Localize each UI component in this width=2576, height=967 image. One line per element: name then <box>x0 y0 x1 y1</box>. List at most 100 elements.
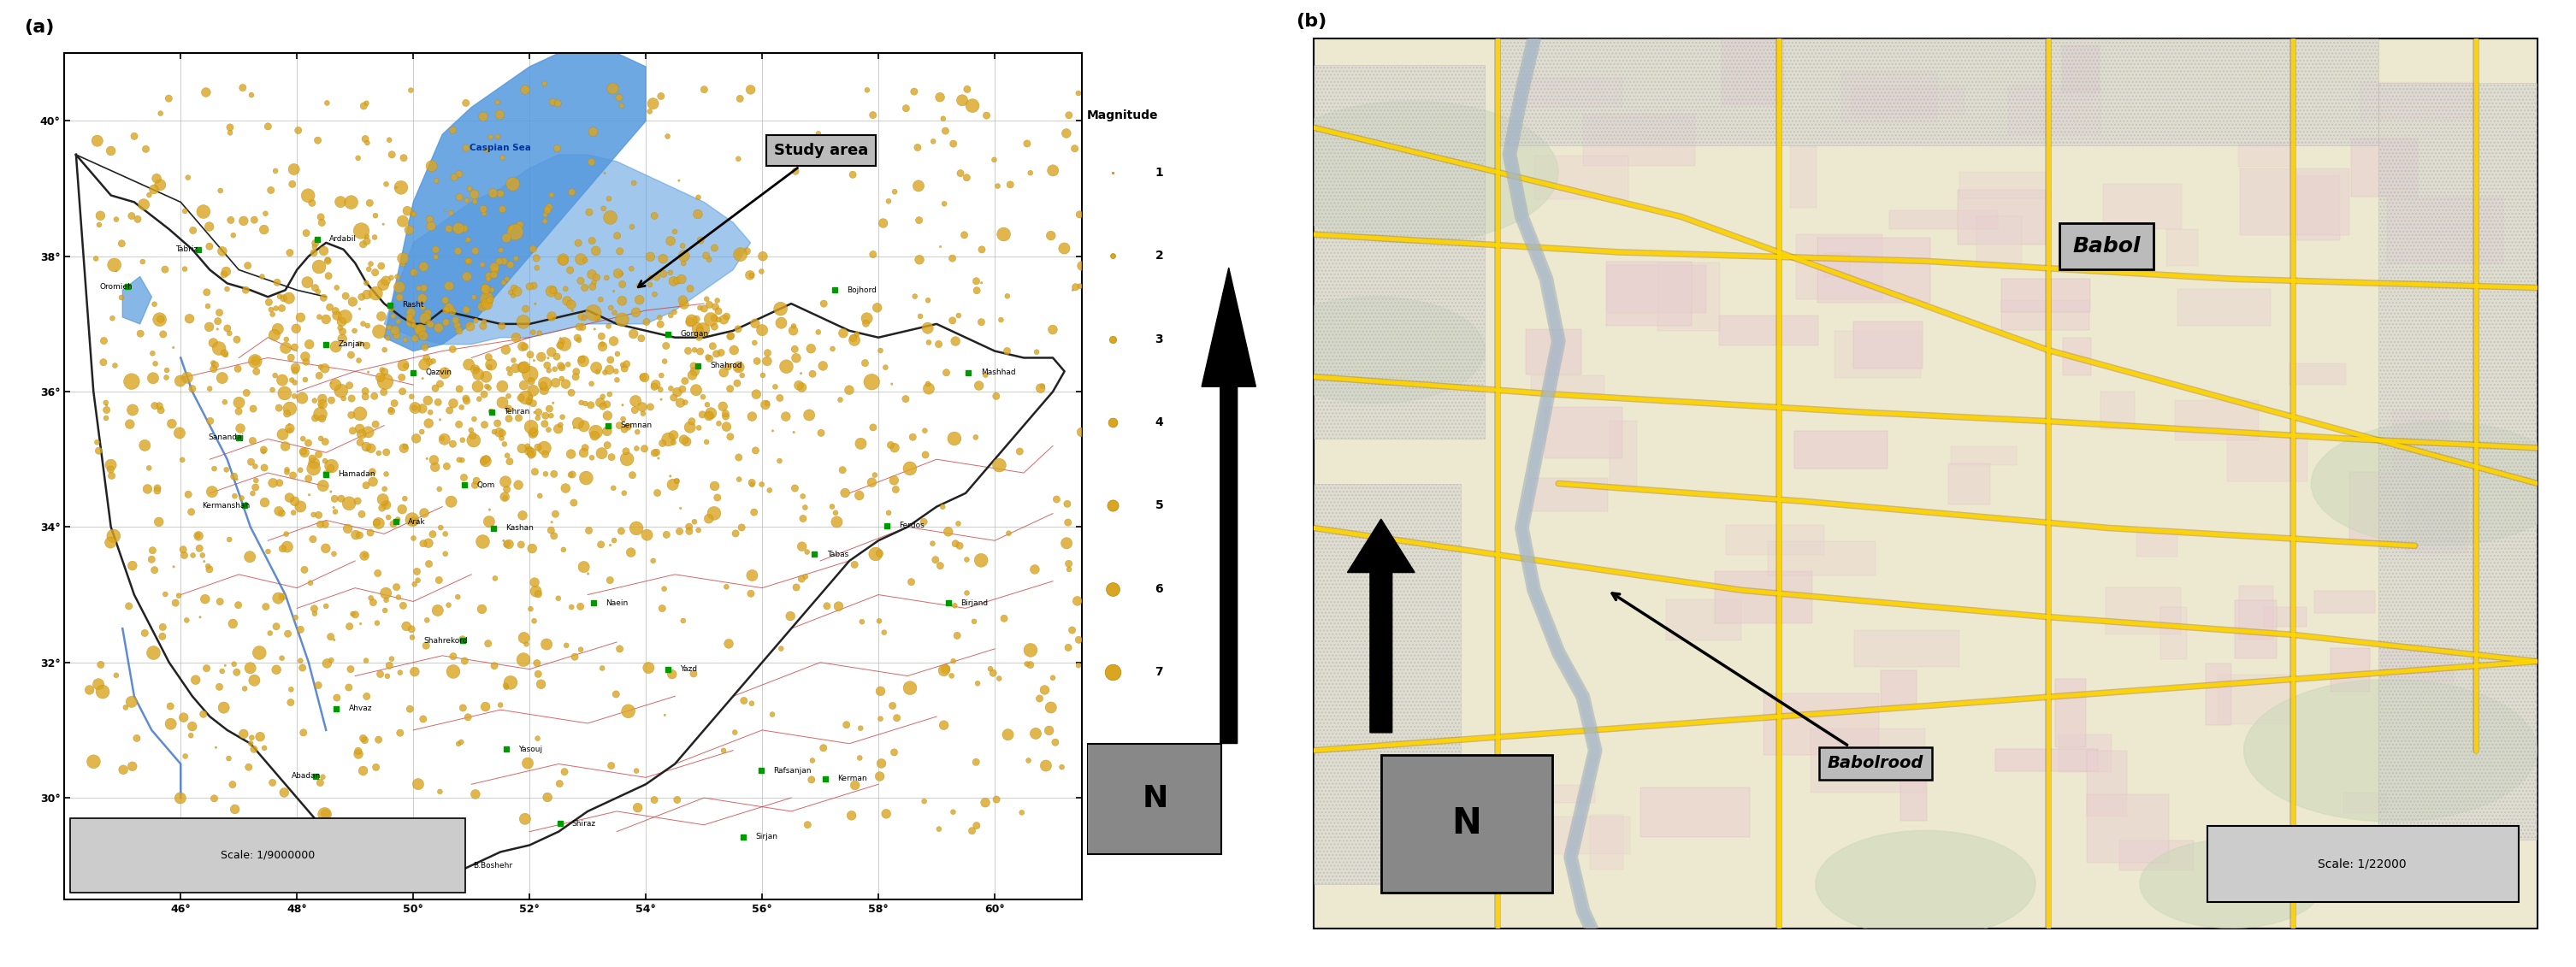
Point <box>600 641 641 657</box>
Point <box>835 777 876 793</box>
Point <box>193 355 234 370</box>
Point <box>523 76 564 92</box>
Point <box>93 257 134 273</box>
Point <box>355 615 397 630</box>
Point <box>392 630 433 645</box>
Point <box>381 502 422 517</box>
Point <box>513 383 554 398</box>
Point <box>623 369 665 385</box>
Point <box>863 625 904 640</box>
Point <box>976 389 1018 404</box>
Point <box>121 254 162 270</box>
Point <box>569 397 611 413</box>
Point <box>976 178 1018 193</box>
Point <box>198 305 240 320</box>
Point <box>345 287 386 303</box>
Point <box>515 656 556 671</box>
Point <box>956 818 997 834</box>
Point <box>636 377 677 393</box>
FancyBboxPatch shape <box>1530 478 1607 511</box>
FancyBboxPatch shape <box>2393 410 2450 471</box>
Point <box>258 275 299 290</box>
Point <box>379 725 420 741</box>
Point <box>873 745 914 760</box>
Point <box>567 566 608 581</box>
Point <box>350 441 392 456</box>
Point <box>641 88 683 103</box>
FancyBboxPatch shape <box>2166 229 2197 266</box>
Point <box>304 290 345 306</box>
Point <box>185 284 227 300</box>
Point <box>368 658 410 673</box>
Point <box>621 331 662 346</box>
Point <box>706 419 747 434</box>
Point <box>412 354 453 369</box>
Point <box>229 549 270 565</box>
Point <box>188 239 229 254</box>
Point <box>495 280 536 296</box>
Point <box>170 311 211 327</box>
FancyBboxPatch shape <box>2331 648 2370 692</box>
Point <box>569 204 611 220</box>
Point <box>559 273 600 288</box>
Point <box>95 667 137 683</box>
Point <box>330 496 371 512</box>
Point <box>422 430 464 446</box>
Point <box>263 372 304 388</box>
Point <box>453 362 495 377</box>
Point <box>219 395 260 410</box>
Point <box>505 636 546 652</box>
Point <box>644 707 685 722</box>
Point <box>953 614 994 630</box>
Point <box>559 319 600 335</box>
FancyBboxPatch shape <box>2061 45 2099 91</box>
Point <box>940 165 981 181</box>
FancyBboxPatch shape <box>2087 795 2169 863</box>
Point <box>685 434 726 450</box>
Point <box>477 129 518 144</box>
Point <box>417 320 459 336</box>
Point <box>515 574 556 590</box>
Polygon shape <box>1265 297 1484 403</box>
Point <box>229 736 270 751</box>
Point <box>531 514 572 530</box>
Point <box>276 321 317 337</box>
Point <box>394 400 435 416</box>
Point <box>1092 164 1133 180</box>
Point <box>907 320 948 336</box>
Point <box>495 361 536 376</box>
Point <box>832 331 873 346</box>
Point <box>1028 722 1069 738</box>
Point <box>616 425 657 440</box>
Point <box>732 695 773 711</box>
Point <box>822 326 863 341</box>
Point <box>469 271 510 286</box>
Point <box>384 150 425 165</box>
FancyBboxPatch shape <box>1605 261 1692 326</box>
Point <box>1041 759 1082 775</box>
Point <box>1048 562 1090 577</box>
Point <box>268 401 309 417</box>
Point <box>273 505 314 520</box>
Point <box>392 389 433 404</box>
Text: Magnitude: Magnitude <box>1087 109 1159 121</box>
Point <box>307 95 348 110</box>
Point <box>1036 735 1077 750</box>
Point <box>755 379 796 395</box>
Point <box>598 418 639 433</box>
Point <box>549 262 590 278</box>
FancyBboxPatch shape <box>1762 694 1878 755</box>
Text: Kashan: Kashan <box>505 524 533 532</box>
Point <box>912 133 953 149</box>
Point <box>659 396 701 411</box>
Text: Mashhad: Mashhad <box>981 368 1015 376</box>
Point <box>613 326 654 341</box>
Point <box>708 359 750 374</box>
Point <box>366 273 407 288</box>
Point <box>201 370 242 386</box>
FancyBboxPatch shape <box>2177 289 2269 326</box>
Point <box>260 651 301 666</box>
Point <box>258 400 299 416</box>
Point <box>487 482 528 497</box>
Point <box>252 382 294 397</box>
